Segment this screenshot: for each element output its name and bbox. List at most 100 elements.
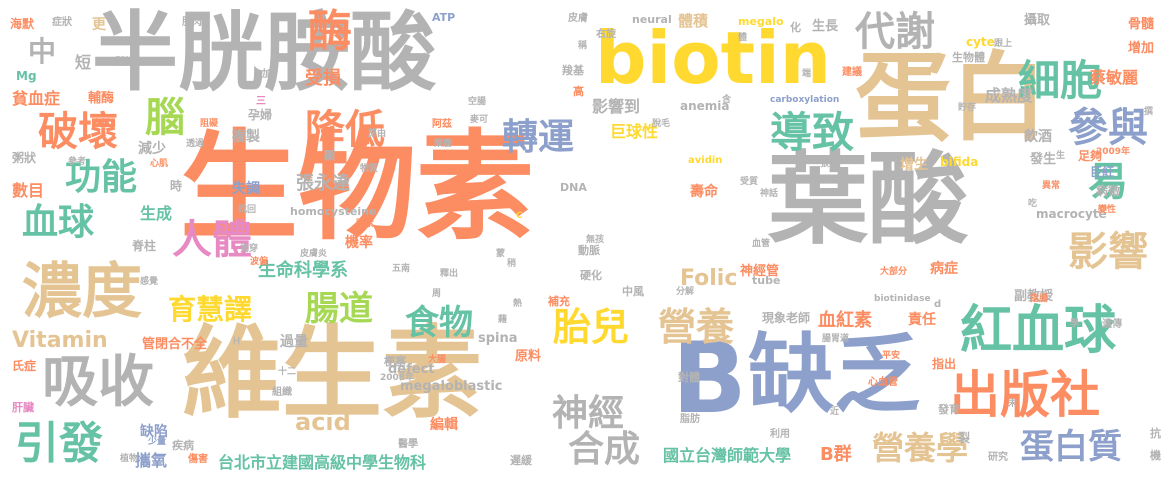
word-zhuan: 撰 [1144, 107, 1154, 117]
word-xibao: 細胞 [1018, 56, 1103, 105]
word-yinfa: 引發 [15, 418, 103, 469]
word-pingan: 平安 [882, 351, 901, 361]
word-yinsu: 因素 [356, 219, 375, 229]
word-shumu: 數目 [12, 181, 45, 200]
word-yesuan: 葉酸 [768, 141, 968, 258]
word-cheng: 稱 [578, 41, 588, 51]
word-biotinidase: biotinidase [874, 294, 931, 304]
word-shengzhang: 生長 [812, 19, 839, 34]
word-cyte: cyte [966, 35, 995, 49]
word-sheqi: 攝取 [1024, 13, 1051, 28]
word-bianji: 編輯 [430, 417, 458, 433]
word-tube: tube [752, 274, 781, 287]
word-gao: 高 [573, 85, 584, 98]
word-bianxing: 變性 [1098, 205, 1117, 215]
word-xishou: 吸收 [42, 350, 154, 415]
word-chubanshe: 出版社 [950, 366, 1100, 424]
word-pifu: 皮膚 [568, 13, 588, 24]
word-danbai: 蛋白 [855, 42, 1047, 154]
word-defect: defect [388, 362, 435, 377]
word-yixue: 醫學 [398, 439, 418, 450]
word-changweidao: 腸胃道 [822, 334, 850, 344]
word-haimo: 海默 [10, 17, 35, 31]
word-gusui: 骨髓 [1128, 17, 1155, 32]
word-c: C [516, 211, 523, 221]
word-fasheng: 發生 [1030, 152, 1057, 167]
word-kang: 抗 [1150, 427, 1161, 440]
word-yinghua: 硬化 [580, 269, 602, 282]
word-shichu: 釋出 [440, 269, 459, 279]
word-sheng: 生 [1056, 151, 1066, 161]
word-yingyang: 營養 [658, 305, 735, 349]
word-pohuai: 破壞 [38, 109, 118, 155]
word-nao: 腦 [145, 95, 185, 141]
word-quexian: 缺陷 [140, 424, 168, 440]
word-anemia: anemia [680, 99, 730, 113]
word-shidadaxue: 國立台灣師範大學 [663, 446, 792, 465]
word-buchong: 補充 [548, 295, 570, 308]
word-shizheng: 氏症 [12, 359, 37, 373]
word-shitiao: 失調 [232, 181, 260, 197]
word-shengmingkexuexi: 生命科學系 [258, 260, 348, 281]
word-jianyi: 建議 [842, 67, 862, 78]
word-ganjue: 感覺 [140, 277, 159, 287]
word-jibing: 疾病 [172, 439, 194, 452]
word-quefa: 缺乏 [748, 325, 920, 425]
word-shengcheng: 生成 [140, 204, 173, 223]
word-mo: 末 [1008, 399, 1018, 409]
word-shengwusu: 生物素 [180, 118, 535, 256]
word-avidin: avidin [688, 155, 723, 166]
word-shao: 稍 [507, 259, 517, 269]
word-daozhi: 導致 [770, 108, 855, 157]
word-neural: neural [632, 13, 672, 26]
word-biotin: biotin [595, 16, 832, 100]
word-yanjiu: 研究 [988, 452, 1008, 463]
word-macrocyte: macrocyte [1036, 207, 1107, 221]
word-jirou: 肌肉 [182, 17, 202, 28]
word-zhuanyun: 轉運 [502, 117, 575, 158]
word-shenjing: 神經 [552, 393, 625, 434]
word-zhaohui: 找回 [238, 205, 257, 215]
word-zeren: 責任 [908, 312, 936, 328]
word-san: 三 [256, 96, 266, 107]
word-zhucun: 貯存 [958, 103, 977, 113]
word-zuzhi: 組織 [272, 387, 292, 398]
word-duan2: 端 [802, 69, 812, 79]
word-shanghai: 傷害 [188, 454, 208, 465]
word-zhangze: 張則 [820, 159, 839, 169]
word-zhou: 周 [432, 289, 442, 299]
word-maike: 麥可 [470, 115, 489, 125]
word-shenhua: 神話 [760, 189, 779, 199]
word-ziliao: 資料 [92, 119, 111, 129]
word-duiti: 對體 [678, 371, 700, 384]
word-b: B [672, 322, 747, 436]
word-zuai: 阻礙 [200, 119, 219, 129]
word-guoliang: 過量 [280, 334, 308, 350]
word-liyong: 利用 [770, 429, 790, 440]
word-chengshudu: 成熟度 [985, 86, 1034, 105]
word-suoji: 羧基 [562, 64, 584, 77]
word-fayu: 發育 [938, 403, 960, 416]
word-shaoliang: 少量 [148, 437, 167, 447]
word-jin: 近 [830, 407, 840, 417]
word-d: d [934, 299, 942, 310]
word-changdao: 腸道 [305, 289, 373, 329]
word-wunan: 五南 [392, 264, 411, 274]
word-jieyou: 蔗由 [368, 129, 387, 139]
word-zhong: 中 [28, 35, 57, 68]
word-yingxiang: 影響 [1068, 229, 1148, 275]
word-xinji: 心肌 [150, 159, 169, 169]
word-han: 含 [722, 95, 732, 105]
word-fenjie: 分解 [676, 287, 695, 297]
word-hongxueqiu: 紅血球 [960, 301, 1117, 361]
word-2008: 2008年 [380, 373, 415, 383]
word-shi: 時 [170, 179, 183, 193]
word-shousun: 受損 [305, 68, 341, 89]
word-megalo: megalo [738, 15, 784, 28]
word-bingzheng2: 病徵 [1096, 184, 1121, 198]
word-bqun: B群 [820, 444, 852, 465]
word-yuanliao: 原料 [515, 349, 542, 364]
word-ji: 機 [1150, 449, 1161, 462]
word-zhengzhuang: 症狀 [52, 17, 72, 28]
word-shouzhi: 受質 [740, 177, 759, 187]
